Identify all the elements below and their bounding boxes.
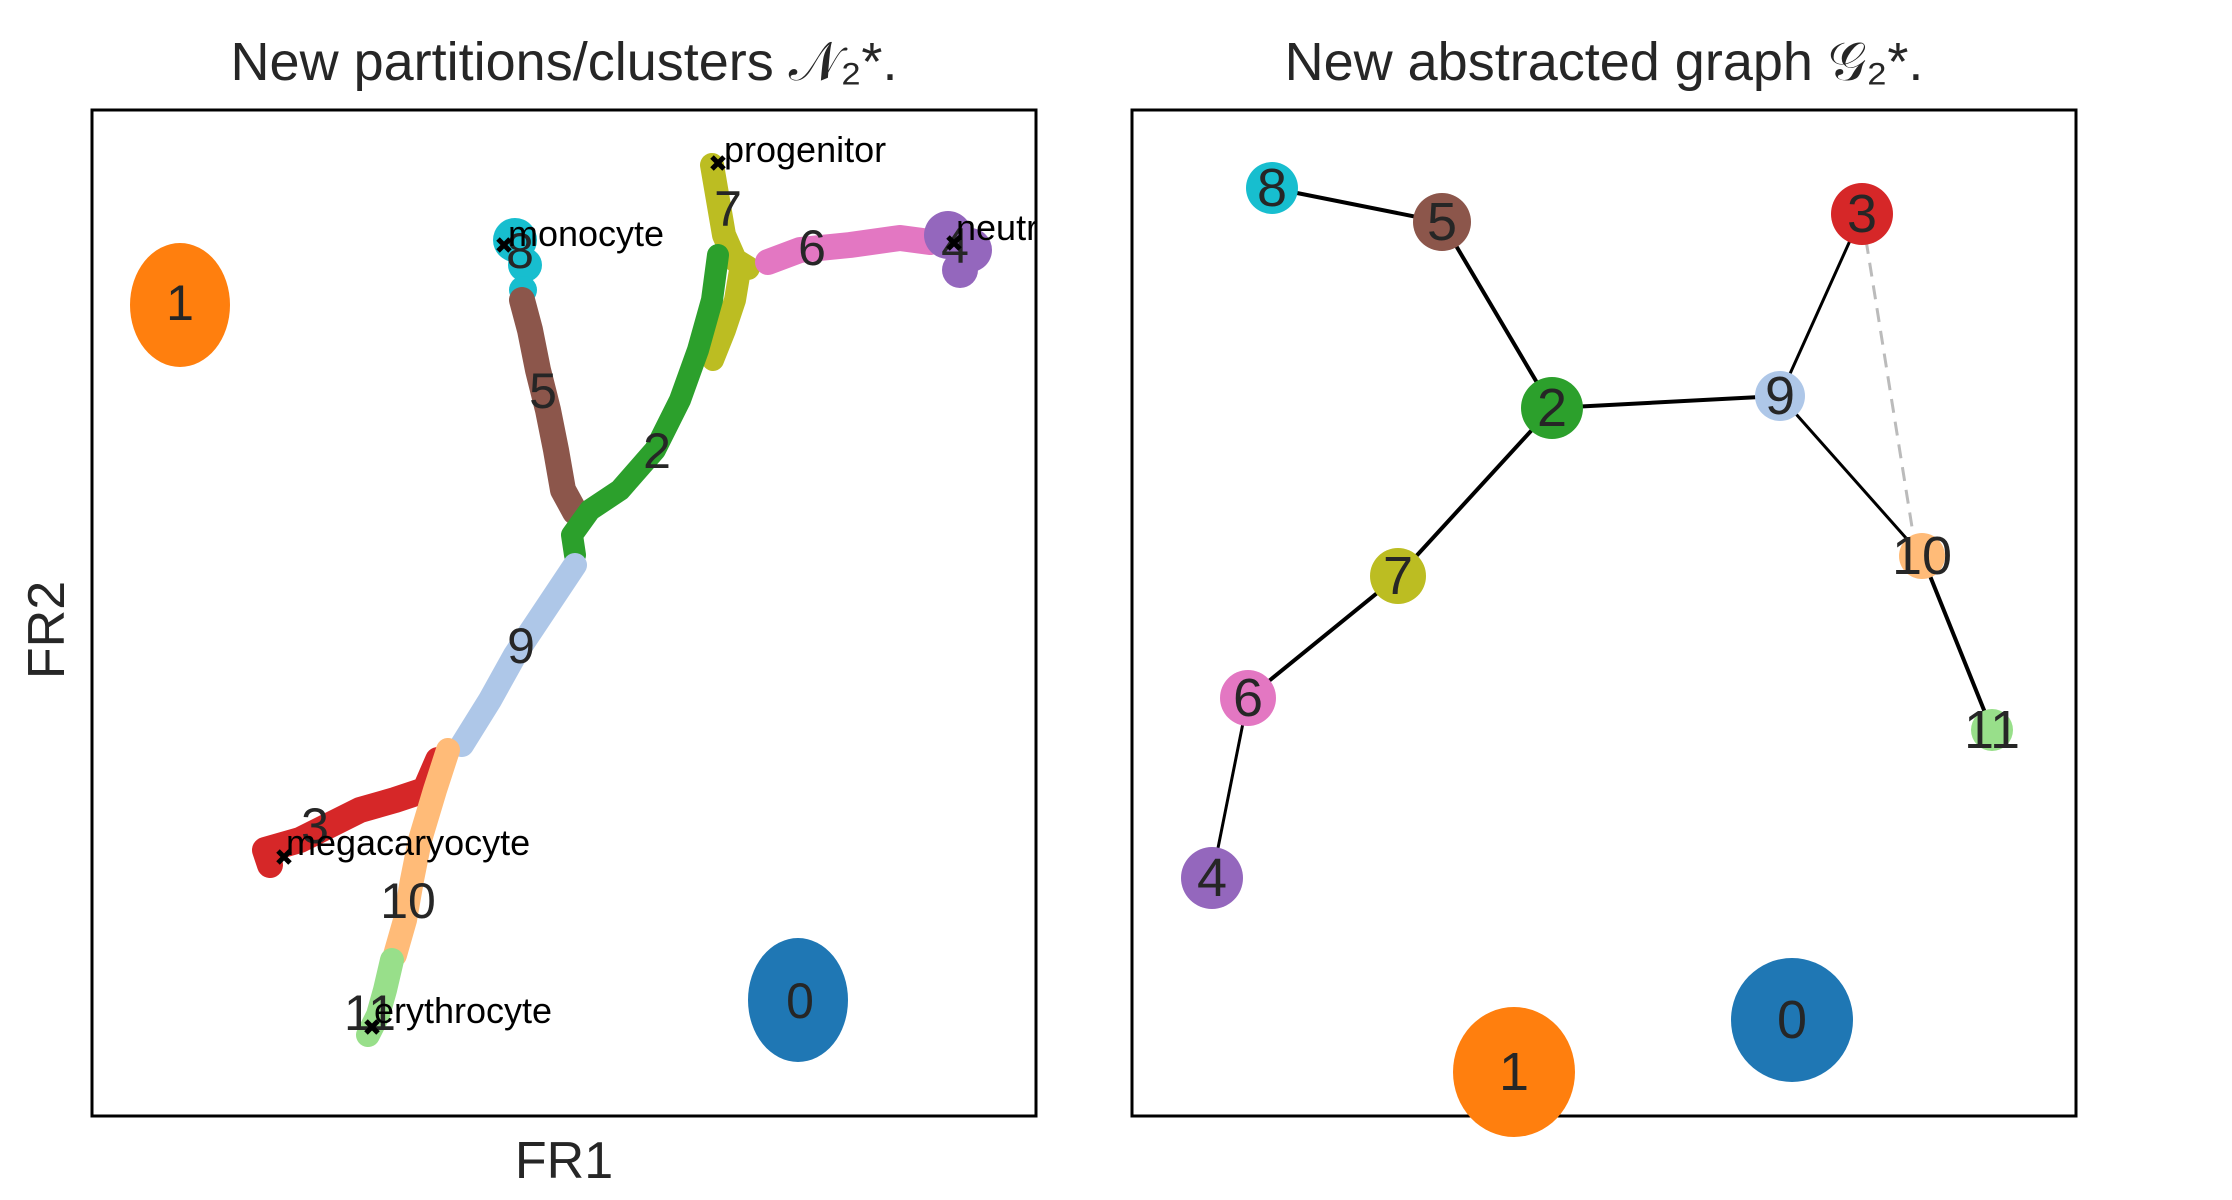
- scatter-clusters: [130, 153, 992, 1062]
- node-label: 10: [1892, 526, 1952, 586]
- cluster-label: 9: [507, 618, 535, 674]
- x-marker-icon: [496, 237, 512, 253]
- annotation-progenitor: progenitor: [724, 129, 886, 170]
- right-panel-title: New abstracted graph 𝒢₂*.: [1285, 32, 1924, 92]
- graph-node-0: [1731, 958, 1853, 1082]
- left-panel: New partitions/clusters 𝒩₂*.: [18, 32, 1132, 1190]
- cluster-10-trail: [383, 738, 460, 967]
- x-marker-icon: [946, 235, 962, 251]
- node-label: 4: [1197, 848, 1227, 908]
- edge-9-10: [1778, 395, 1924, 557]
- edge-2-9: [1551, 394, 1781, 410]
- graph-node-4: [1181, 847, 1243, 909]
- cluster-label: 2: [643, 423, 671, 479]
- edge-5-2: [1440, 220, 1554, 410]
- node-label: 2: [1537, 378, 1567, 438]
- cluster-5-trail: [509, 287, 588, 525]
- cluster-3-trail: [252, 747, 451, 878]
- x-axis-label: FR1: [515, 1132, 613, 1190]
- edge-9-3: [1778, 213, 1864, 397]
- node-label: 5: [1427, 192, 1457, 252]
- graph-node-11: [1971, 709, 2013, 751]
- x-marker-icon: [364, 1019, 380, 1035]
- cluster-6-trail: [755, 225, 943, 275]
- node-label: 3: [1847, 184, 1877, 244]
- graph-node-6: [1220, 670, 1276, 726]
- cluster-labels: 1 8 5 7 6 4 2 9 3 10 11 0: [166, 181, 969, 1041]
- cluster-1-blob: [130, 243, 230, 367]
- graph-nodes: [1181, 162, 2013, 1137]
- cluster-8-points: [493, 218, 542, 304]
- graph-node-1: [1453, 1007, 1575, 1137]
- cluster-label: 1: [166, 275, 194, 331]
- node-label: 1: [1499, 1042, 1529, 1102]
- graph-node-2: [1521, 377, 1583, 439]
- graph-node-7: [1370, 548, 1426, 604]
- node-label: 7: [1383, 546, 1413, 606]
- cluster-7-tail: [702, 259, 751, 371]
- cluster-9-trail: [450, 553, 587, 757]
- edge-3-10-dashed: [1864, 239, 1918, 553]
- annotation-megacaryocyte: megacaryocyte: [286, 822, 530, 863]
- cluster-0-blob: [748, 938, 848, 1062]
- node-label: 11: [1964, 700, 2020, 760]
- cluster-label: 0: [786, 973, 814, 1029]
- graph-node-3: [1831, 183, 1893, 245]
- right-plot-frame: [1130, 108, 2078, 1118]
- edge-10-11: [1920, 555, 1994, 731]
- edge-7-6: [1246, 574, 1400, 700]
- annotation-erythrocyte: erythrocyte: [374, 990, 552, 1031]
- node-label: 9: [1765, 366, 1795, 426]
- x-marker-icon: [276, 849, 292, 865]
- cluster-label: 8: [506, 223, 534, 279]
- left-plot-frame: [90, 108, 1038, 1118]
- node-label: 8: [1257, 158, 1287, 218]
- cluster-label: 7: [714, 181, 742, 237]
- clip-mask: [1038, 100, 1132, 1120]
- cluster-label: 3: [301, 798, 329, 854]
- node-label: 6: [1233, 668, 1263, 728]
- cluster-label: 6: [798, 220, 826, 276]
- graph-node-10: [1899, 533, 1945, 579]
- y-axis-label: FR2: [18, 581, 76, 679]
- graph-node-5: [1413, 193, 1471, 251]
- x-marker-icon: [710, 155, 726, 171]
- annotation-monocyte: monocyte: [508, 213, 664, 254]
- graph-node-9: [1755, 371, 1805, 421]
- graph-node-labels: 8 5 3 2 9 7 10 6 11 4 0 1: [1197, 158, 2020, 1102]
- graph-node-8: [1246, 162, 1298, 214]
- left-panel-title: New partitions/clusters 𝒩₂*.: [231, 32, 898, 92]
- cluster-label: 5: [529, 363, 557, 419]
- cluster-label: 10: [380, 873, 436, 929]
- edge-2-7: [1396, 406, 1554, 578]
- cluster-2-trail: [561, 244, 729, 566]
- node-label: 0: [1777, 990, 1807, 1050]
- graph-edges: [1210, 186, 1994, 879]
- right-panel: New abstracted graph 𝒢₂*.: [1130, 32, 2078, 1137]
